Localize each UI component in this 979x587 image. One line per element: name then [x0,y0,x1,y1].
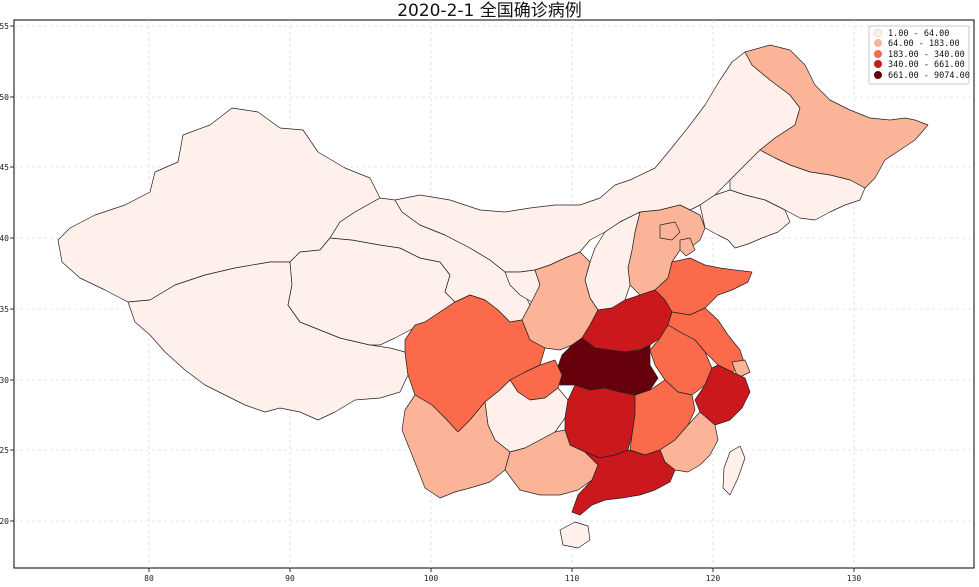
y-tick-label: 50 [0,93,9,102]
province-beijing [659,221,681,241]
legend-label: 340.00 - 661.00 [888,60,965,70]
map-title: 2020-2-1 全国确诊病例 [397,1,582,21]
legend-label: 661.00 - 9074.00 [888,71,970,81]
province-liaoning [699,189,791,249]
legend-swatch [874,60,882,68]
legend-label: 183.00 - 340.00 [888,50,965,60]
x-tick-label: 90 [285,574,295,583]
legend-label: 64.00 - 183.00 [888,39,960,49]
x-tick-label: 80 [144,574,154,583]
legend-swatch [874,50,882,58]
y-tick-label: 35 [0,305,9,314]
y-tick-label: 25 [0,446,9,455]
province-zhejiang [694,364,751,426]
x-tick-label: 110 [565,574,580,583]
province-guangdong [571,449,676,516]
legend-label: 1.00 - 64.00 [888,29,949,39]
y-tick-label: 55 [0,22,9,31]
legend-swatch [874,71,882,79]
y-tick-label: 20 [0,517,9,526]
province-hainan [559,521,591,549]
province-shanghai [731,359,751,379]
x-tick-label: 130 [847,574,862,583]
tick-marks [10,25,855,572]
legend: 1.00 - 64.00 64.00 - 183.00 183.00 - 340… [868,25,970,85]
x-tick-label: 100 [424,574,439,583]
y-tick-label: 40 [0,234,9,243]
province-hunan [564,384,636,459]
y-tick-label: 30 [0,376,9,385]
province-tianjin [679,237,696,257]
y-tick-label: 45 [0,163,9,172]
legend-swatch [874,39,882,47]
legend-swatch [873,28,883,38]
province-heilongjiang [744,44,929,189]
x-tick-label: 120 [706,574,721,583]
provinces [57,44,929,549]
province-tibet [127,261,409,421]
province-taiwan [722,445,746,496]
